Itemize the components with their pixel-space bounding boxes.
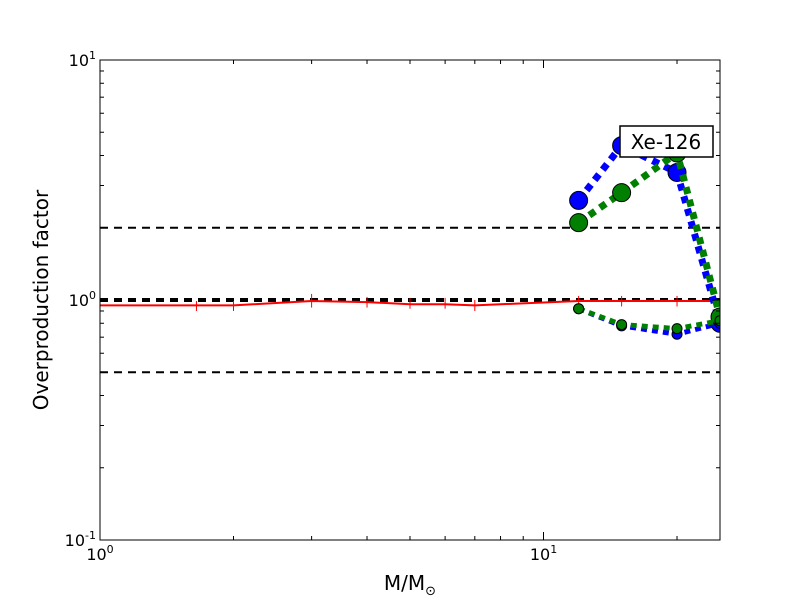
series-4-line xyxy=(577,306,720,332)
y-axis-label: Overproduction factor xyxy=(29,189,53,410)
series-2-point xyxy=(612,183,632,203)
plot-area xyxy=(100,136,720,374)
y-tick-label: 100 xyxy=(69,289,96,310)
series-1-line xyxy=(575,141,720,325)
y-tick-label: 10-1 xyxy=(65,529,96,550)
series-4-point xyxy=(671,323,683,335)
series-0-line xyxy=(100,300,720,307)
annotation-text: Xe-126 xyxy=(631,130,702,154)
x-tick-label: 100 xyxy=(86,543,113,564)
series-2-point xyxy=(569,213,589,233)
series-2-line xyxy=(576,147,720,318)
annotation-box: Xe-126 xyxy=(619,125,714,158)
series-4-point xyxy=(573,303,585,315)
x-tick-label: 101 xyxy=(530,543,557,564)
series-1-point xyxy=(569,190,589,210)
x-axis-label: M/M⊙ xyxy=(384,571,436,599)
series-4-point xyxy=(616,319,628,331)
y-tick-label: 101 xyxy=(69,49,96,70)
series-3-line xyxy=(577,306,720,337)
annotation-frame xyxy=(619,125,714,158)
